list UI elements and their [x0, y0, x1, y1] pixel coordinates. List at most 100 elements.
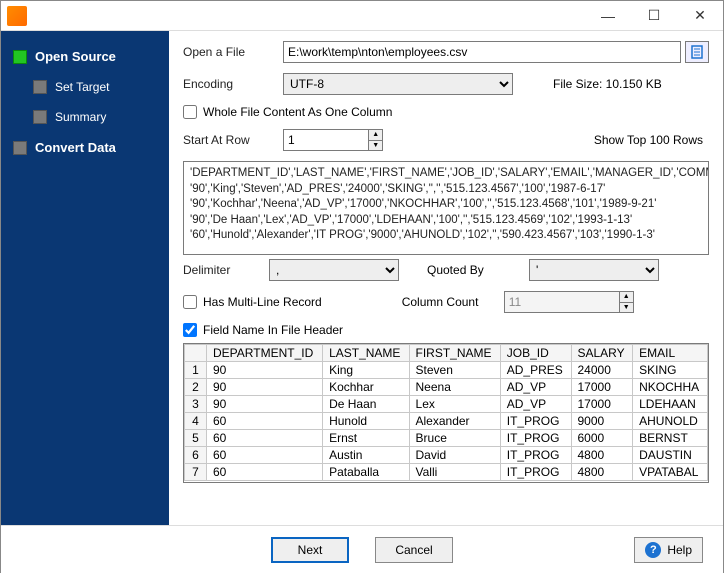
maximize-button[interactable]: ☐	[631, 1, 677, 31]
table-row[interactable]: 390De HaanLexAD_VP17000LDEHAAN	[185, 396, 708, 413]
spin-down-icon[interactable]: ▼	[368, 141, 382, 151]
help-label: Help	[667, 543, 692, 557]
table-row[interactable]: 460HunoldAlexanderIT_PROG9000AHUNOLD	[185, 413, 708, 430]
table-cell[interactable]: Steven	[409, 362, 500, 379]
table-cell[interactable]: Kochhar	[323, 379, 409, 396]
multiline-input[interactable]	[183, 295, 197, 309]
row-number: 1	[185, 362, 207, 379]
multiline-checkbox[interactable]: Has Multi-Line Record	[183, 295, 322, 309]
table-cell[interactable]: Ernst	[323, 430, 409, 447]
start-row-spinner[interactable]: ▲▼	[283, 129, 383, 151]
table-row[interactable]: 660AustinDavidIT_PROG4800DAUSTIN	[185, 447, 708, 464]
column-header[interactable]: DEPARTMENT_ID	[207, 345, 323, 362]
column-header[interactable]: JOB_ID	[500, 345, 571, 362]
header-checkbox[interactable]: Field Name In File Header	[183, 323, 343, 337]
wizard-sidebar: Open Source Set Target Summary Convert D…	[1, 31, 169, 525]
minimize-button[interactable]: —	[585, 1, 631, 31]
table-row[interactable]: 190KingStevenAD_PRES24000SKING	[185, 362, 708, 379]
column-header[interactable]: EMAIL	[633, 345, 708, 362]
table-cell[interactable]: BERNST	[633, 430, 708, 447]
table-row[interactable]: 760PataballaValliIT_PROG4800VPATABAL	[185, 464, 708, 481]
close-button[interactable]: ✕	[677, 1, 723, 31]
table-cell[interactable]: AHUNOLD	[633, 413, 708, 430]
help-button[interactable]: ? Help	[634, 537, 703, 563]
file-path-input[interactable]	[283, 41, 681, 63]
step-label: Set Target	[55, 80, 109, 94]
row-number: 2	[185, 379, 207, 396]
table-cell[interactable]: Alexander	[409, 413, 500, 430]
one-column-input[interactable]	[183, 105, 197, 119]
table-cell[interactable]: VPATABAL	[633, 464, 708, 481]
table-row[interactable]: 560ErnstBruceIT_PROG6000BERNST	[185, 430, 708, 447]
quoted-by-select[interactable]: '	[529, 259, 659, 281]
table-cell[interactable]: 60	[207, 447, 323, 464]
table-cell[interactable]: IT_PROG	[500, 464, 571, 481]
table-cell[interactable]: 6000	[571, 430, 633, 447]
table-cell[interactable]: IT_PROG	[500, 447, 571, 464]
table-cell[interactable]: 90	[207, 362, 323, 379]
preview-line: '90','Kochhar','Neena','AD_VP','17000','…	[190, 197, 702, 213]
table-cell[interactable]: NKOCHHA	[633, 379, 708, 396]
table-cell[interactable]: 60	[207, 464, 323, 481]
sidebar-item-summary[interactable]: Summary	[1, 102, 169, 132]
spin-up-icon[interactable]: ▲	[368, 130, 382, 141]
browse-file-button[interactable]	[685, 41, 709, 63]
header-input[interactable]	[183, 323, 197, 337]
table-cell[interactable]: 60	[207, 430, 323, 447]
table-cell[interactable]: David	[409, 447, 500, 464]
table-cell[interactable]: Hunold	[323, 413, 409, 430]
step-indicator-icon	[13, 141, 27, 155]
one-column-label: Whole File Content As One Column	[203, 105, 392, 119]
file-size-label: File Size: 10.150 KB	[553, 77, 662, 91]
encoding-select[interactable]: UTF-8	[283, 73, 513, 95]
table-cell[interactable]: AD_VP	[500, 379, 571, 396]
table-cell[interactable]: IT_PROG	[500, 413, 571, 430]
column-count-spinner[interactable]: ▲▼	[504, 291, 634, 313]
table-cell[interactable]: AD_PRES	[500, 362, 571, 379]
next-button[interactable]: Next	[271, 537, 349, 563]
file-preview-textarea[interactable]: 'DEPARTMENT_ID','LAST_NAME','FIRST_NAME'…	[183, 161, 709, 255]
data-grid[interactable]: DEPARTMENT_IDLAST_NAMEFIRST_NAMEJOB_IDSA…	[183, 343, 709, 483]
table-cell[interactable]: LDEHAAN	[633, 396, 708, 413]
open-file-label: Open a File	[183, 45, 283, 59]
table-cell[interactable]: 60	[207, 413, 323, 430]
start-row-input[interactable]	[284, 130, 368, 150]
table-cell[interactable]: Neena	[409, 379, 500, 396]
table-cell[interactable]: Valli	[409, 464, 500, 481]
column-header[interactable]: FIRST_NAME	[409, 345, 500, 362]
table-cell[interactable]: AD_VP	[500, 396, 571, 413]
table-cell[interactable]: 90	[207, 396, 323, 413]
preview-line: '90','King','Steven','AD_PRES','24000','…	[190, 182, 702, 198]
preview-line: '90','De Haan','Lex','AD_VP','17000','LD…	[190, 213, 702, 229]
step-indicator-icon	[13, 50, 27, 64]
table-cell[interactable]: Lex	[409, 396, 500, 413]
spin-up-icon[interactable]: ▲	[619, 292, 633, 303]
table-cell[interactable]: 4800	[571, 464, 633, 481]
table-cell[interactable]: 24000	[571, 362, 633, 379]
sidebar-item-convert-data[interactable]: Convert Data	[1, 132, 169, 163]
table-cell[interactable]: 90	[207, 379, 323, 396]
table-cell[interactable]: SKING	[633, 362, 708, 379]
spin-down-icon[interactable]: ▼	[619, 303, 633, 313]
table-cell[interactable]: Bruce	[409, 430, 500, 447]
cancel-button[interactable]: Cancel	[375, 537, 453, 563]
table-cell[interactable]: 17000	[571, 379, 633, 396]
table-cell[interactable]: Austin	[323, 447, 409, 464]
table-row[interactable]: 290KochharNeenaAD_VP17000NKOCHHA	[185, 379, 708, 396]
table-cell[interactable]: Pataballa	[323, 464, 409, 481]
table-cell[interactable]: 9000	[571, 413, 633, 430]
column-header[interactable]: LAST_NAME	[323, 345, 409, 362]
table-cell[interactable]: IT_PROG	[500, 430, 571, 447]
help-icon: ?	[645, 542, 661, 558]
table-cell[interactable]: King	[323, 362, 409, 379]
table-cell[interactable]: 17000	[571, 396, 633, 413]
table-cell[interactable]: DAUSTIN	[633, 447, 708, 464]
column-header[interactable]: SALARY	[571, 345, 633, 362]
table-cell[interactable]: 4800	[571, 447, 633, 464]
content-panel: Open a File Encoding UTF-8 File Size: 10…	[169, 31, 723, 525]
delimiter-select[interactable]: ,	[269, 259, 399, 281]
one-column-checkbox[interactable]: Whole File Content As One Column	[183, 105, 392, 119]
sidebar-item-set-target[interactable]: Set Target	[1, 72, 169, 102]
sidebar-item-open-source[interactable]: Open Source	[1, 41, 169, 72]
table-cell[interactable]: De Haan	[323, 396, 409, 413]
